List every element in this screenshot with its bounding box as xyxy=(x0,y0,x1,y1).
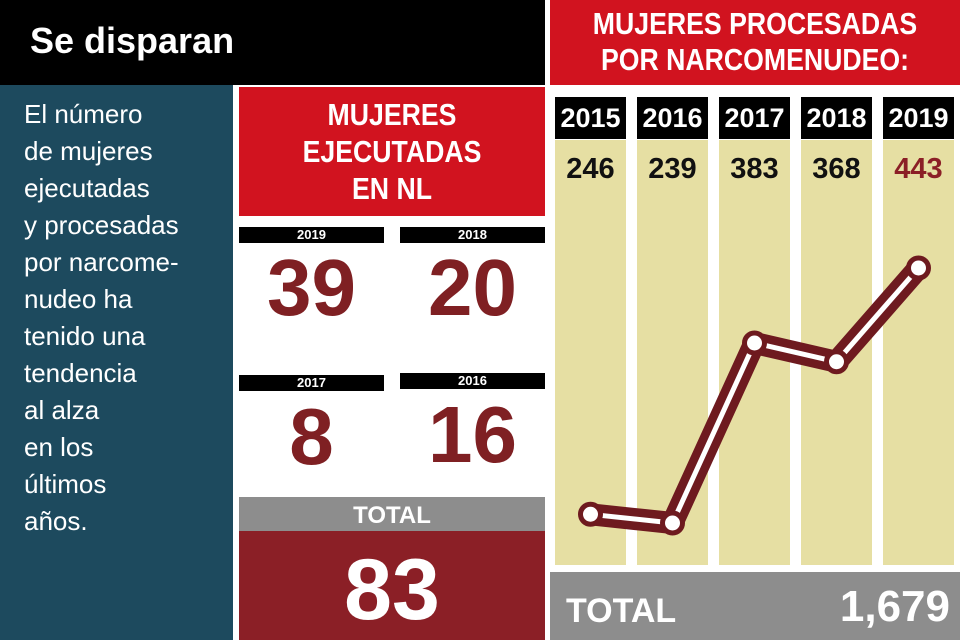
year-label-2018: 2018 xyxy=(400,227,545,243)
x-tick-label: 2017 xyxy=(719,97,790,139)
year-label-2019: 2019 xyxy=(239,227,384,243)
ejecutadas-total-box xyxy=(239,531,545,640)
data-label: 239 xyxy=(648,153,697,185)
data-point xyxy=(906,255,931,281)
data-label: 383 xyxy=(730,153,779,185)
year-label-2016: 2016 xyxy=(400,373,545,389)
procesadas-total-bar xyxy=(550,572,960,640)
intro-text: El número de mujeres ejecutadas y proces… xyxy=(24,99,179,536)
x-tick-label: 2019 xyxy=(883,97,954,139)
procesadas-title: MUJERES PROCESADAS POR NARCOMENUDEO: xyxy=(592,6,918,77)
page-title: Se disparan xyxy=(30,20,235,61)
ejecutadas-total-value: 83 xyxy=(344,542,440,638)
data-point xyxy=(578,501,603,527)
x-tick-label: 2016 xyxy=(637,97,708,139)
ejecutadas-total-bar xyxy=(239,497,545,531)
value-2016: 16 xyxy=(428,390,517,479)
chart-column-bg xyxy=(883,140,954,565)
value-2018: 20 xyxy=(428,243,517,332)
value-2019: 39 xyxy=(267,243,356,332)
procesadas-total-label: TOTAL xyxy=(566,592,677,630)
x-tick-label: 2015 xyxy=(555,97,626,139)
value-2017: 8 xyxy=(289,392,334,481)
data-label: 443 xyxy=(894,153,943,185)
ejecutadas-header xyxy=(239,87,545,216)
data-label: 246 xyxy=(566,153,615,185)
procesadas-total-value: 1,679 xyxy=(839,582,950,631)
data-point xyxy=(824,349,849,375)
x-tick-label: 2018 xyxy=(801,97,872,139)
data-point xyxy=(742,330,767,356)
chart-column-bg xyxy=(555,140,626,565)
procesadas-header xyxy=(550,0,960,85)
data-label: 368 xyxy=(812,153,861,185)
ejecutadas-total-label: TOTAL xyxy=(353,502,431,529)
series-line xyxy=(590,266,921,526)
year-label-2017: 2017 xyxy=(239,375,384,391)
intro-panel xyxy=(0,85,233,640)
ejecutadas-title: MUJERES EJECUTADAS EN NL xyxy=(302,97,482,206)
data-point xyxy=(660,510,685,536)
header-bar xyxy=(0,0,545,85)
series-line-outline xyxy=(579,257,930,534)
